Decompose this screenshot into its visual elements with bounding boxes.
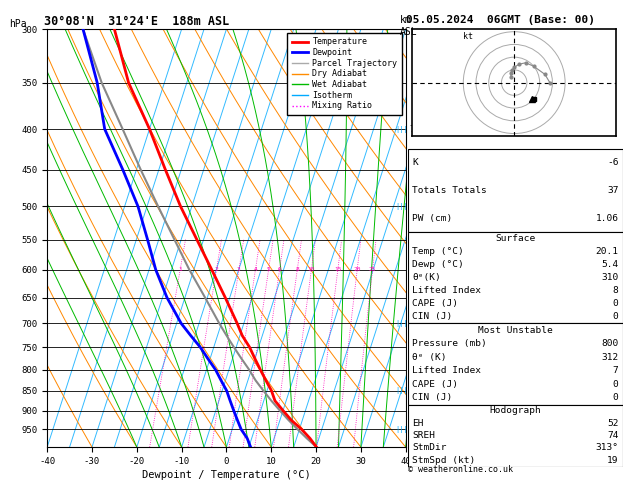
Text: 3: 3: [409, 319, 415, 328]
Text: Mixing Ratio (g/kg): Mixing Ratio (g/kg): [424, 194, 433, 282]
Text: 6: 6: [277, 267, 281, 272]
Legend: Temperature, Dewpoint, Parcel Trajectory, Dry Adiabat, Wet Adiabat, Isotherm, Mi: Temperature, Dewpoint, Parcel Trajectory…: [287, 34, 401, 115]
Bar: [408, 149, 623, 232]
Text: Temp (°C): Temp (°C): [412, 247, 464, 256]
Text: |||: |||: [395, 125, 408, 133]
Text: 5.4: 5.4: [601, 260, 618, 269]
Text: Dewp (°C): Dewp (°C): [412, 260, 464, 269]
Text: 4: 4: [409, 288, 415, 296]
Text: 1.06: 1.06: [596, 214, 618, 223]
Text: Most Unstable: Most Unstable: [478, 326, 552, 334]
Text: CAPE (J): CAPE (J): [412, 380, 458, 389]
Text: 800: 800: [601, 339, 618, 348]
Text: Hodograph: Hodograph: [489, 406, 541, 416]
Text: 3: 3: [237, 267, 241, 272]
Text: Pressure (mb): Pressure (mb): [412, 339, 487, 348]
Text: 2: 2: [409, 365, 415, 374]
Text: 8: 8: [613, 286, 618, 295]
X-axis label: Dewpoint / Temperature (°C): Dewpoint / Temperature (°C): [142, 470, 311, 480]
Text: 1: 1: [178, 267, 182, 272]
Text: θᵉ (K): θᵉ (K): [412, 353, 447, 362]
Text: km: km: [399, 15, 411, 25]
Bar: [408, 232, 623, 323]
Text: 310: 310: [601, 273, 618, 282]
Text: © weatheronline.co.uk: © weatheronline.co.uk: [408, 465, 513, 474]
Text: 0: 0: [613, 299, 618, 308]
Text: 15: 15: [334, 267, 342, 272]
Text: |||: |||: [395, 203, 408, 210]
Text: 4: 4: [253, 267, 257, 272]
Text: 312: 312: [601, 353, 618, 362]
Text: 7: 7: [409, 124, 415, 134]
Text: 2LCL: 2LCL: [408, 365, 426, 374]
Text: CAPE (J): CAPE (J): [412, 299, 458, 308]
Text: 37: 37: [607, 186, 618, 195]
Text: Surface: Surface: [495, 234, 535, 243]
Text: EH: EH: [412, 419, 423, 428]
Text: 05.05.2024  06GMT (Base: 00): 05.05.2024 06GMT (Base: 00): [406, 15, 594, 25]
Text: Totals Totals: Totals Totals: [412, 186, 487, 195]
Text: θᵉ(K): θᵉ(K): [412, 273, 441, 282]
Text: 1: 1: [409, 394, 415, 403]
Text: 7: 7: [613, 366, 618, 375]
Text: |||: |||: [395, 320, 408, 327]
Text: 20.1: 20.1: [596, 247, 618, 256]
Text: 10: 10: [308, 267, 315, 272]
Text: |||: |||: [395, 387, 408, 394]
Text: ASL: ASL: [399, 27, 417, 37]
Text: 0: 0: [613, 393, 618, 402]
Text: Lifted Index: Lifted Index: [412, 366, 481, 375]
Text: 0: 0: [613, 380, 618, 389]
Text: StmDir: StmDir: [412, 444, 447, 452]
Text: SREH: SREH: [412, 431, 435, 440]
Text: CIN (J): CIN (J): [412, 393, 452, 402]
Text: 5: 5: [409, 247, 415, 257]
Text: 2: 2: [214, 267, 218, 272]
Text: 0: 0: [613, 312, 618, 321]
Bar: [408, 323, 623, 405]
Text: CIN (J): CIN (J): [412, 312, 452, 321]
Text: hPa: hPa: [9, 19, 27, 30]
Text: 52: 52: [607, 419, 618, 428]
Text: 19: 19: [607, 456, 618, 465]
Text: 5: 5: [267, 267, 270, 272]
Text: 6: 6: [409, 202, 415, 211]
Text: Lifted Index: Lifted Index: [412, 286, 481, 295]
Text: 74: 74: [607, 431, 618, 440]
Text: StmSpd (kt): StmSpd (kt): [412, 456, 475, 465]
Text: 20: 20: [353, 267, 361, 272]
Text: kt: kt: [464, 32, 473, 41]
Text: K: K: [412, 158, 418, 167]
Text: 30°08'N  31°24'E  188m ASL: 30°08'N 31°24'E 188m ASL: [44, 15, 230, 28]
Text: PW (cm): PW (cm): [412, 214, 452, 223]
Text: 8: 8: [296, 267, 299, 272]
Bar: [408, 405, 623, 467]
Text: 313°: 313°: [596, 444, 618, 452]
Text: |||: |||: [395, 426, 408, 433]
Text: -6: -6: [607, 158, 618, 167]
Text: 25: 25: [369, 267, 376, 272]
